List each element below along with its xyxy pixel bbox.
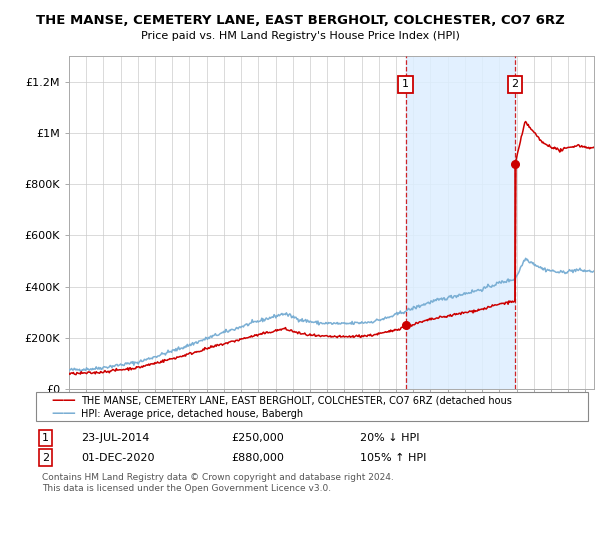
Text: ——: —— [51,407,76,421]
Text: HPI: Average price, detached house, Babergh: HPI: Average price, detached house, Babe… [81,409,303,419]
Text: This data is licensed under the Open Government Licence v3.0.: This data is licensed under the Open Gov… [42,484,331,493]
Text: £880,000: £880,000 [231,452,284,463]
Text: 01-DEC-2020: 01-DEC-2020 [81,452,155,463]
Text: 2: 2 [512,80,519,90]
Text: 1: 1 [402,80,409,90]
Text: 2: 2 [42,452,49,463]
Bar [406,56,515,389]
Text: 105% ↑ HPI: 105% ↑ HPI [360,452,427,463]
Text: THE MANSE, CEMETERY LANE, EAST BERGHOLT, COLCHESTER, CO7 6RZ: THE MANSE, CEMETERY LANE, EAST BERGHOLT,… [35,14,565,27]
Text: Contains HM Land Registry data © Crown copyright and database right 2024.: Contains HM Land Registry data © Crown c… [42,473,394,482]
Text: ——: —— [51,394,76,408]
Text: THE MANSE, CEMETERY LANE, EAST BERGHOLT, COLCHESTER, CO7 6RZ (detached hous: THE MANSE, CEMETERY LANE, EAST BERGHOLT,… [81,396,512,406]
Text: 23-JUL-2014: 23-JUL-2014 [81,433,149,443]
Text: 1: 1 [42,433,49,443]
Text: Price paid vs. HM Land Registry's House Price Index (HPI): Price paid vs. HM Land Registry's House … [140,31,460,41]
Text: £250,000: £250,000 [231,433,284,443]
Text: 20% ↓ HPI: 20% ↓ HPI [360,433,419,443]
